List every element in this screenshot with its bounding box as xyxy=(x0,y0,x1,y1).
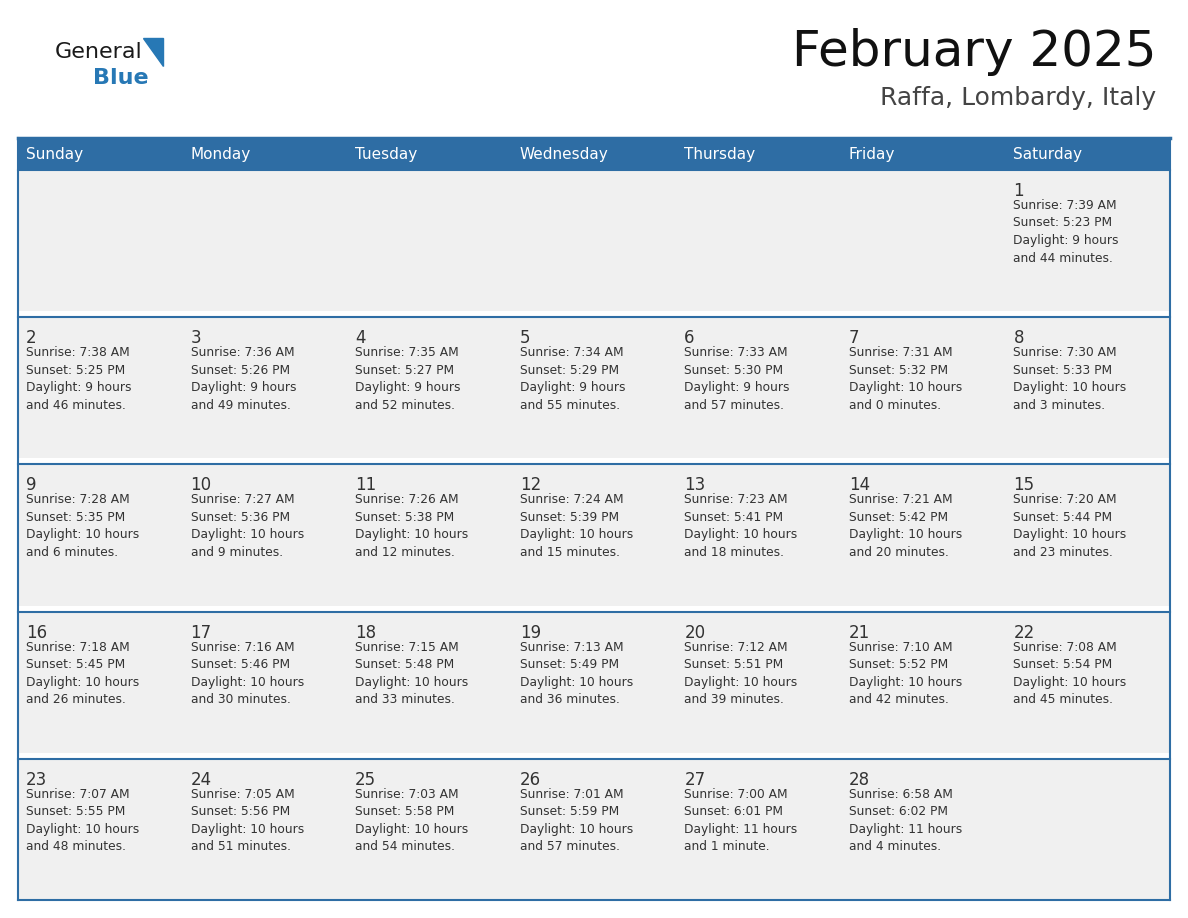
Text: Sunrise: 7:28 AM
Sunset: 5:35 PM
Daylight: 10 hours
and 6 minutes.: Sunrise: 7:28 AM Sunset: 5:35 PM Dayligh… xyxy=(26,493,139,559)
Text: 14: 14 xyxy=(849,476,870,495)
Text: Friday: Friday xyxy=(849,147,896,162)
Text: 24: 24 xyxy=(190,771,211,789)
Bar xyxy=(18,611,1170,753)
Text: Sunrise: 6:58 AM
Sunset: 6:02 PM
Daylight: 11 hours
and 4 minutes.: Sunrise: 6:58 AM Sunset: 6:02 PM Dayligh… xyxy=(849,788,962,854)
Text: 12: 12 xyxy=(519,476,541,495)
Text: Sunrise: 7:00 AM
Sunset: 6:01 PM
Daylight: 11 hours
and 1 minute.: Sunrise: 7:00 AM Sunset: 6:01 PM Dayligh… xyxy=(684,788,797,854)
Text: Sunrise: 7:12 AM
Sunset: 5:51 PM
Daylight: 10 hours
and 39 minutes.: Sunrise: 7:12 AM Sunset: 5:51 PM Dayligh… xyxy=(684,641,797,706)
Text: 17: 17 xyxy=(190,623,211,642)
Polygon shape xyxy=(143,38,163,66)
Text: 15: 15 xyxy=(1013,476,1035,495)
Text: 27: 27 xyxy=(684,771,706,789)
Text: Sunrise: 7:03 AM
Sunset: 5:58 PM
Daylight: 10 hours
and 54 minutes.: Sunrise: 7:03 AM Sunset: 5:58 PM Dayligh… xyxy=(355,788,468,854)
Text: 6: 6 xyxy=(684,330,695,347)
Text: Sunrise: 7:27 AM
Sunset: 5:36 PM
Daylight: 10 hours
and 9 minutes.: Sunrise: 7:27 AM Sunset: 5:36 PM Dayligh… xyxy=(190,493,304,559)
Text: 18: 18 xyxy=(355,623,377,642)
Text: Sunrise: 7:05 AM
Sunset: 5:56 PM
Daylight: 10 hours
and 51 minutes.: Sunrise: 7:05 AM Sunset: 5:56 PM Dayligh… xyxy=(190,788,304,854)
Text: Sunrise: 7:01 AM
Sunset: 5:59 PM
Daylight: 10 hours
and 57 minutes.: Sunrise: 7:01 AM Sunset: 5:59 PM Dayligh… xyxy=(519,788,633,854)
Text: Sunrise: 7:35 AM
Sunset: 5:27 PM
Daylight: 9 hours
and 52 minutes.: Sunrise: 7:35 AM Sunset: 5:27 PM Dayligh… xyxy=(355,346,461,411)
Text: Sunrise: 7:21 AM
Sunset: 5:42 PM
Daylight: 10 hours
and 20 minutes.: Sunrise: 7:21 AM Sunset: 5:42 PM Dayligh… xyxy=(849,493,962,559)
Text: 13: 13 xyxy=(684,476,706,495)
Text: Saturday: Saturday xyxy=(1013,147,1082,162)
Text: 1: 1 xyxy=(1013,182,1024,200)
Text: Tuesday: Tuesday xyxy=(355,147,417,162)
Text: 3: 3 xyxy=(190,330,201,347)
Text: Sunrise: 7:26 AM
Sunset: 5:38 PM
Daylight: 10 hours
and 12 minutes.: Sunrise: 7:26 AM Sunset: 5:38 PM Dayligh… xyxy=(355,493,468,559)
Text: 8: 8 xyxy=(1013,330,1024,347)
Text: 5: 5 xyxy=(519,330,530,347)
Bar xyxy=(18,138,1170,170)
Text: Sunrise: 7:08 AM
Sunset: 5:54 PM
Daylight: 10 hours
and 45 minutes.: Sunrise: 7:08 AM Sunset: 5:54 PM Dayligh… xyxy=(1013,641,1126,706)
Text: Sunrise: 7:23 AM
Sunset: 5:41 PM
Daylight: 10 hours
and 18 minutes.: Sunrise: 7:23 AM Sunset: 5:41 PM Dayligh… xyxy=(684,493,797,559)
Text: 4: 4 xyxy=(355,330,366,347)
Text: Sunrise: 7:36 AM
Sunset: 5:26 PM
Daylight: 9 hours
and 49 minutes.: Sunrise: 7:36 AM Sunset: 5:26 PM Dayligh… xyxy=(190,346,296,411)
Text: Sunrise: 7:24 AM
Sunset: 5:39 PM
Daylight: 10 hours
and 15 minutes.: Sunrise: 7:24 AM Sunset: 5:39 PM Dayligh… xyxy=(519,493,633,559)
Bar xyxy=(18,465,1170,606)
Text: Blue: Blue xyxy=(93,68,148,88)
Text: Sunrise: 7:30 AM
Sunset: 5:33 PM
Daylight: 10 hours
and 3 minutes.: Sunrise: 7:30 AM Sunset: 5:33 PM Dayligh… xyxy=(1013,346,1126,411)
Text: Thursday: Thursday xyxy=(684,147,756,162)
Bar xyxy=(18,759,1170,900)
Text: 28: 28 xyxy=(849,771,870,789)
Text: 7: 7 xyxy=(849,330,859,347)
Text: 20: 20 xyxy=(684,623,706,642)
Text: 21: 21 xyxy=(849,623,870,642)
Text: 26: 26 xyxy=(519,771,541,789)
Text: Wednesday: Wednesday xyxy=(519,147,608,162)
Text: Sunrise: 7:34 AM
Sunset: 5:29 PM
Daylight: 9 hours
and 55 minutes.: Sunrise: 7:34 AM Sunset: 5:29 PM Dayligh… xyxy=(519,346,625,411)
Text: 23: 23 xyxy=(26,771,48,789)
Text: Sunrise: 7:10 AM
Sunset: 5:52 PM
Daylight: 10 hours
and 42 minutes.: Sunrise: 7:10 AM Sunset: 5:52 PM Dayligh… xyxy=(849,641,962,706)
Text: 11: 11 xyxy=(355,476,377,495)
Text: Sunrise: 7:31 AM
Sunset: 5:32 PM
Daylight: 10 hours
and 0 minutes.: Sunrise: 7:31 AM Sunset: 5:32 PM Dayligh… xyxy=(849,346,962,411)
Text: 10: 10 xyxy=(190,476,211,495)
Text: Monday: Monday xyxy=(190,147,251,162)
Text: Sunrise: 7:15 AM
Sunset: 5:48 PM
Daylight: 10 hours
and 33 minutes.: Sunrise: 7:15 AM Sunset: 5:48 PM Dayligh… xyxy=(355,641,468,706)
Text: Sunrise: 7:18 AM
Sunset: 5:45 PM
Daylight: 10 hours
and 26 minutes.: Sunrise: 7:18 AM Sunset: 5:45 PM Dayligh… xyxy=(26,641,139,706)
Text: Sunrise: 7:13 AM
Sunset: 5:49 PM
Daylight: 10 hours
and 36 minutes.: Sunrise: 7:13 AM Sunset: 5:49 PM Dayligh… xyxy=(519,641,633,706)
Text: 2: 2 xyxy=(26,330,37,347)
Text: February 2025: February 2025 xyxy=(791,28,1156,76)
Text: Raffa, Lombardy, Italy: Raffa, Lombardy, Italy xyxy=(880,86,1156,110)
Text: Sunrise: 7:33 AM
Sunset: 5:30 PM
Daylight: 9 hours
and 57 minutes.: Sunrise: 7:33 AM Sunset: 5:30 PM Dayligh… xyxy=(684,346,790,411)
Text: 19: 19 xyxy=(519,623,541,642)
Text: Sunrise: 7:20 AM
Sunset: 5:44 PM
Daylight: 10 hours
and 23 minutes.: Sunrise: 7:20 AM Sunset: 5:44 PM Dayligh… xyxy=(1013,493,1126,559)
Text: Sunrise: 7:16 AM
Sunset: 5:46 PM
Daylight: 10 hours
and 30 minutes.: Sunrise: 7:16 AM Sunset: 5:46 PM Dayligh… xyxy=(190,641,304,706)
Bar xyxy=(18,318,1170,458)
Text: 22: 22 xyxy=(1013,623,1035,642)
Text: Sunrise: 7:38 AM
Sunset: 5:25 PM
Daylight: 9 hours
and 46 minutes.: Sunrise: 7:38 AM Sunset: 5:25 PM Dayligh… xyxy=(26,346,132,411)
Text: 9: 9 xyxy=(26,476,37,495)
Text: Sunday: Sunday xyxy=(26,147,83,162)
Text: 25: 25 xyxy=(355,771,377,789)
Bar xyxy=(18,170,1170,311)
Text: Sunrise: 7:07 AM
Sunset: 5:55 PM
Daylight: 10 hours
and 48 minutes.: Sunrise: 7:07 AM Sunset: 5:55 PM Dayligh… xyxy=(26,788,139,854)
Text: 16: 16 xyxy=(26,623,48,642)
Text: Sunrise: 7:39 AM
Sunset: 5:23 PM
Daylight: 9 hours
and 44 minutes.: Sunrise: 7:39 AM Sunset: 5:23 PM Dayligh… xyxy=(1013,199,1119,264)
Text: General: General xyxy=(55,42,143,62)
